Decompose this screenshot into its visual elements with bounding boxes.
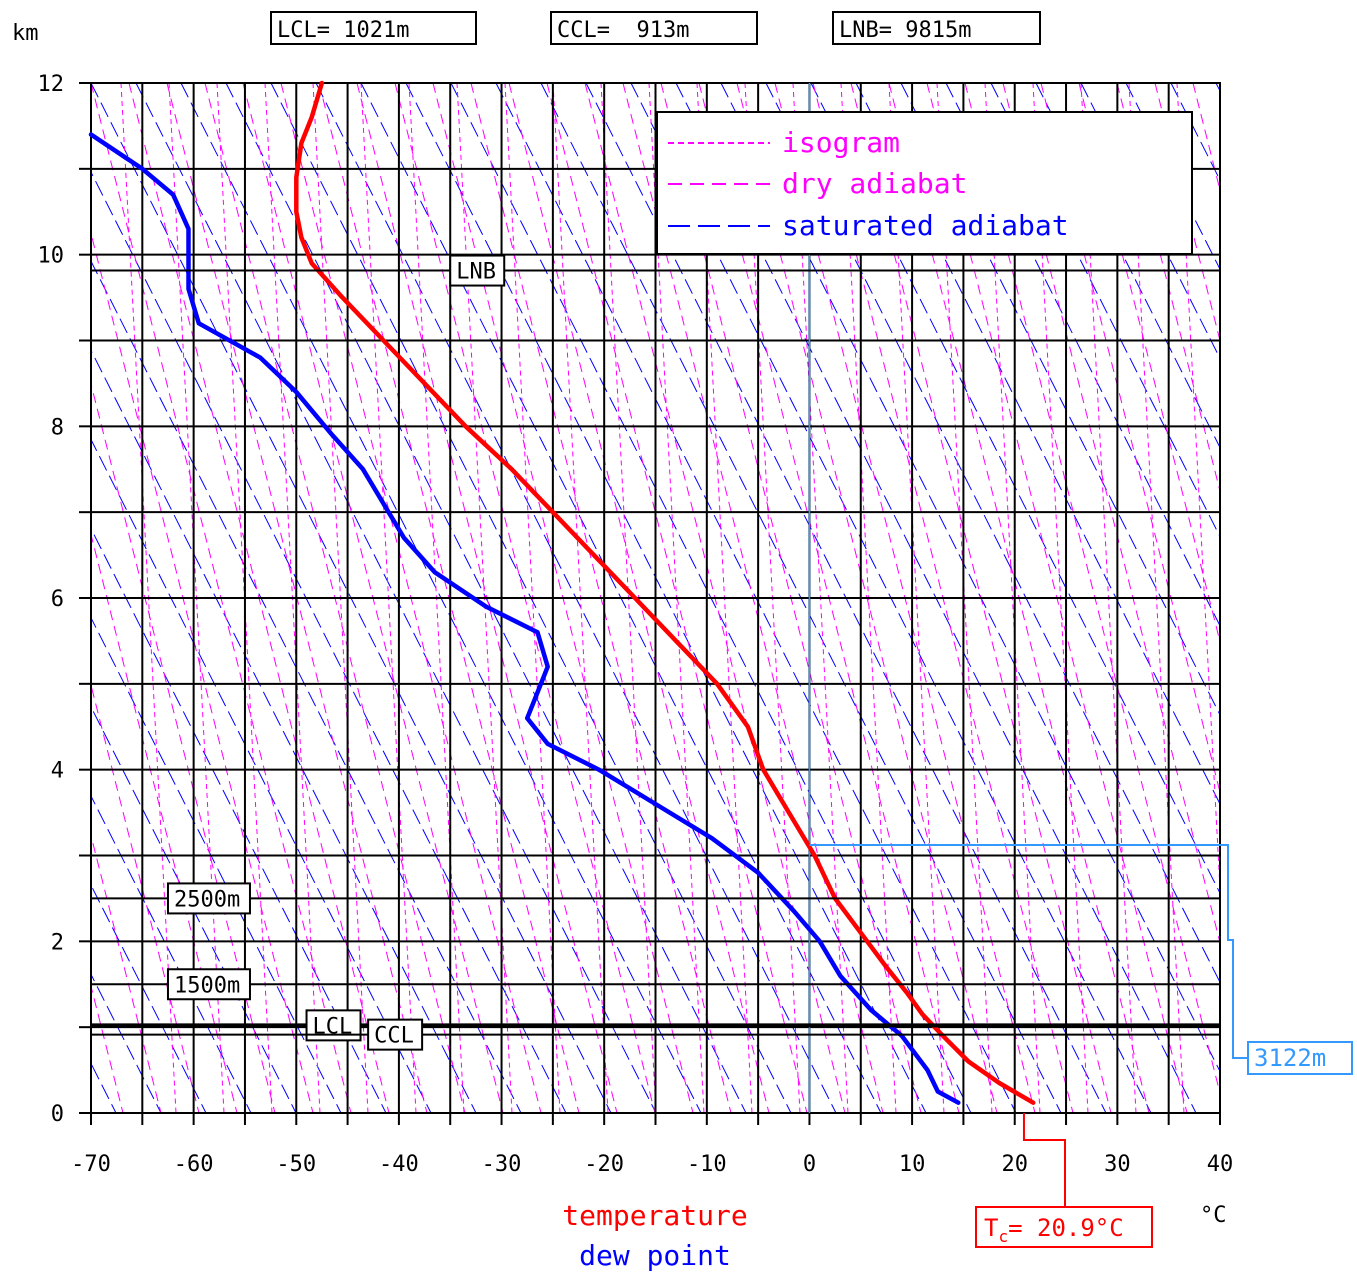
- level-label-ccl: CCL: [374, 1024, 414, 1049]
- header-lcl-text: LCL= 1021m: [277, 18, 409, 43]
- legend: isogram dry adiabat saturated adiabat: [656, 111, 1193, 255]
- header-lnb-box: LNB= 9815m: [832, 11, 1041, 45]
- convective-label-box: [1247, 1041, 1353, 1075]
- x-tick-label: 0: [803, 1152, 816, 1177]
- x-tick-label: -20: [584, 1152, 624, 1177]
- level-label-box-1500m: [166, 968, 251, 1001]
- x-axis-title: °C: [1200, 1203, 1227, 1228]
- legend-dry-adiabat-label: dry adiabat: [782, 167, 967, 200]
- saturated-adiabat-line: [1306, 83, 1357, 1113]
- level-label-lnb: LNB: [456, 260, 496, 285]
- y-tick-label: 8: [51, 415, 64, 440]
- legend-saturated-adiabat-label: saturated adiabat: [782, 209, 1069, 242]
- x-tick-label: -60: [174, 1152, 214, 1177]
- tc-label: Tc= 20.9°C: [984, 1214, 1124, 1246]
- header-lcl-box: LCL= 1021m: [270, 11, 477, 45]
- y-tick-label: 2: [51, 930, 64, 955]
- temperature-line: [294, 80, 1036, 1105]
- level-label-1500m: 1500m: [174, 973, 240, 998]
- convective-label: 3122m: [1254, 1044, 1326, 1072]
- dry-adiabat-line: [1307, 83, 1357, 1113]
- level-label-2500m: 2500m: [174, 887, 240, 912]
- level-label-box-lnb: [449, 254, 506, 287]
- dry-adiabat-line: [0, 83, 9, 1113]
- dry-adiabat-line: [1269, 83, 1357, 1113]
- y-tick-label: 6: [51, 587, 64, 612]
- dry-adiabat-line: [1345, 83, 1357, 1113]
- legend-isogram-label: isogram: [782, 126, 900, 159]
- dry-adiabat-line: [0, 83, 85, 1113]
- dry-adiabat-line: [0, 83, 47, 1113]
- header-ccl-text: CCL= 913m: [557, 18, 689, 43]
- x-tick-label: 20: [1001, 1152, 1028, 1177]
- saturated-adiabat-line: [1215, 83, 1220, 93]
- x-tick-label: -10: [687, 1152, 727, 1177]
- saturated-adiabat-line: [1261, 83, 1357, 1113]
- footer-temperature: temperature: [562, 1199, 747, 1232]
- x-tick-label: 40: [1207, 1152, 1234, 1177]
- y-tick-label: 12: [38, 72, 65, 97]
- tc-leader-line: [1022, 1113, 1066, 1207]
- y-tick-label: 10: [38, 244, 65, 269]
- dew-point-line: [88, 132, 961, 1105]
- header-lnb-text: LNB= 9815m: [839, 18, 971, 43]
- convective-level-line: [809, 844, 1248, 1059]
- y-tick-label: 0: [51, 1102, 64, 1127]
- level-label-box-ccl: [367, 1018, 424, 1051]
- isogram-line: [1273, 83, 1328, 1113]
- saturated-adiabat-line: [0, 83, 26, 1113]
- series-layer: [88, 80, 1036, 1105]
- footer-dew-point: dew point: [579, 1239, 731, 1272]
- y-tick-label: 4: [51, 759, 64, 784]
- dry-adiabat-line: [1231, 83, 1357, 1113]
- x-tick-label: -70: [71, 1152, 111, 1177]
- x-tick-label: -50: [276, 1152, 316, 1177]
- x-tick-label: -30: [482, 1152, 522, 1177]
- header-ccl-box: CCL= 913m: [550, 11, 758, 45]
- x-tick-label: 30: [1104, 1152, 1131, 1177]
- level-label-box-2500m: [166, 882, 251, 915]
- x-tick-label: -40: [379, 1152, 419, 1177]
- saturated-adiabat-line: [1351, 83, 1357, 1113]
- x-tick-label: 10: [899, 1152, 926, 1177]
- y-axis-title: km: [12, 21, 39, 46]
- tc-label-box: [975, 1206, 1153, 1248]
- isogram-line: [1321, 83, 1357, 1113]
